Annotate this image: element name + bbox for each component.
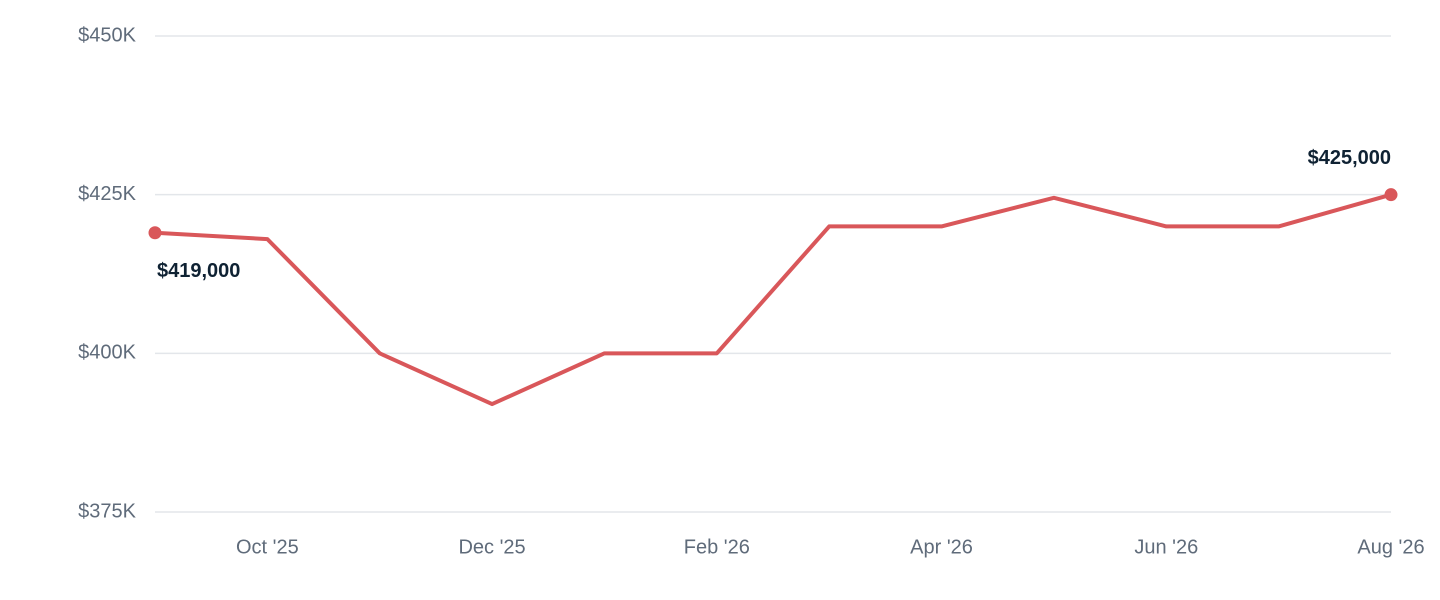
y-tick-label: $400K	[78, 342, 136, 364]
point	[148, 226, 162, 240]
line	[154, 192, 1392, 407]
y-tick-label: $450K	[78, 24, 136, 46]
x-tick-label: Oct '25	[236, 536, 299, 558]
x-tick-label: Aug '26	[1357, 536, 1424, 558]
x-tick-label: Apr '26	[910, 536, 973, 558]
x-tick-label: Dec '25	[458, 536, 525, 558]
y-tick-label: $375K	[78, 500, 136, 522]
value-label: $425,000	[1308, 147, 1391, 169]
point	[1384, 188, 1398, 202]
y-tick-label: $425K	[78, 183, 136, 205]
x-tick-label: Feb '26	[684, 536, 750, 558]
value-label: $419,000	[157, 260, 240, 282]
x-tick-label: Jun '26	[1134, 536, 1198, 558]
